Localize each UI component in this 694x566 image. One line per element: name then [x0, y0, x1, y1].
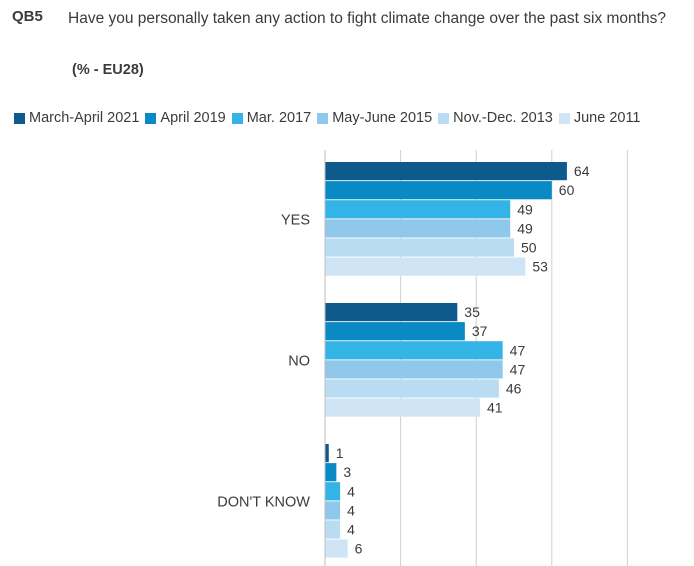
data-label: 49 [517, 220, 533, 236]
data-label: 47 [510, 361, 526, 377]
data-label: 4 [347, 483, 355, 499]
data-label: 60 [559, 182, 575, 198]
category-label: NO [288, 353, 310, 369]
legend-swatch [558, 112, 570, 124]
bar [325, 238, 514, 257]
data-label: 50 [521, 240, 537, 256]
question-code: QB5 [12, 8, 43, 25]
data-label: 1 [336, 445, 344, 461]
bar [325, 360, 503, 379]
bar [325, 219, 511, 238]
legend-item: Nov.-Dec. 2013 [438, 110, 553, 126]
bar [325, 341, 503, 360]
legend-label: March-April 2021 [29, 110, 140, 126]
legend-label: April 2019 [160, 110, 226, 126]
bar [325, 539, 348, 558]
legend-label: Nov.-Dec. 2013 [453, 110, 553, 126]
data-label: 47 [510, 342, 526, 358]
legend-item: June 2011 [558, 110, 641, 126]
legend-item: Mar. 2017 [231, 110, 312, 126]
data-label: 46 [506, 381, 522, 397]
chart-legend: March-April 2021 April 2019 Mar. 2017 Ma… [14, 110, 647, 126]
data-label: 3 [343, 464, 351, 480]
legend-swatch [145, 112, 157, 124]
bar [325, 501, 341, 520]
legend-swatch [14, 112, 25, 124]
legend-label: Mar. 2017 [246, 110, 312, 126]
bar [325, 162, 567, 181]
data-label: 6 [355, 541, 363, 557]
bar [325, 520, 341, 539]
data-label: 64 [574, 163, 590, 179]
data-label: 49 [517, 201, 533, 217]
legend-item: May-June 2015 [317, 110, 432, 126]
category-label: DON'T KNOW [217, 494, 310, 510]
bar [325, 303, 458, 322]
legend-swatch [231, 112, 243, 124]
bar [325, 398, 480, 417]
bar [325, 444, 329, 463]
legend-item: March-April 2021 [14, 110, 139, 126]
bar [325, 463, 337, 482]
data-label: 4 [347, 502, 355, 518]
legend-swatch [438, 112, 450, 124]
legend-label: June 2011 [573, 110, 641, 126]
legend-item: April 2019 [145, 110, 226, 126]
legend-swatch [317, 112, 329, 124]
bar [325, 379, 499, 398]
question-text: Have you personally taken any action to … [68, 10, 666, 27]
bar [325, 200, 511, 219]
data-label: 35 [464, 304, 480, 320]
bar [325, 322, 465, 341]
data-label: 4 [347, 522, 355, 538]
bar [325, 482, 341, 501]
chart-subtitle: (% - EU28) [72, 62, 144, 78]
data-label: 41 [487, 400, 503, 416]
data-label: 53 [532, 259, 548, 275]
legend-label: May-June 2015 [332, 110, 433, 126]
bar [325, 257, 526, 276]
category-label: YES [281, 212, 310, 228]
bar [325, 181, 552, 200]
data-label: 37 [472, 323, 488, 339]
